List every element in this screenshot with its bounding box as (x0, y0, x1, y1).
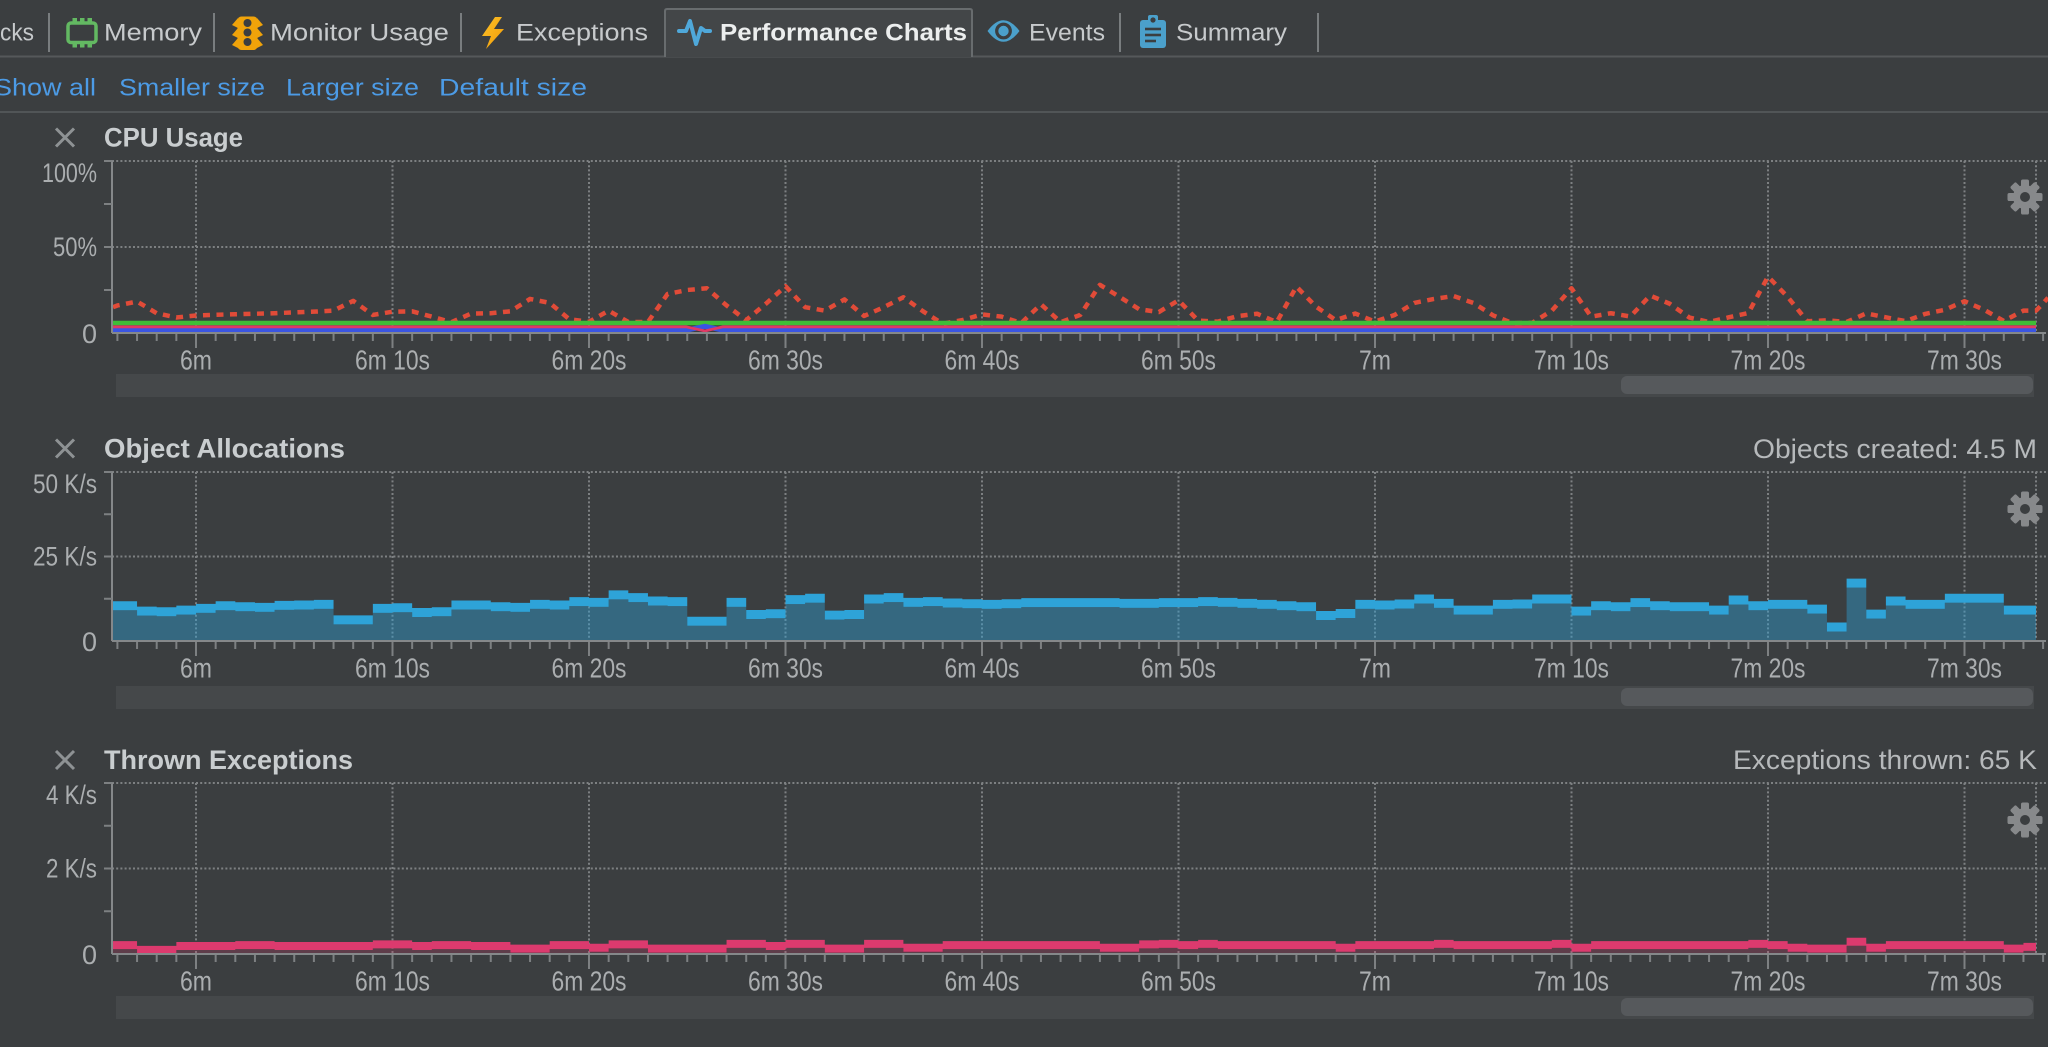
svg-text:7m 20s: 7m 20s (1731, 966, 1806, 997)
svg-text:6m 10s: 6m 10s (355, 966, 430, 997)
svg-text:6m 30s: 6m 30s (748, 966, 823, 997)
svg-text:6m 50s: 6m 50s (1141, 966, 1216, 997)
svg-text:6m: 6m (180, 345, 212, 376)
svg-text:6m 30s: 6m 30s (748, 345, 823, 376)
svg-text:7m 30s: 7m 30s (1927, 653, 2002, 684)
svg-text:CPU Usage: CPU Usage (104, 123, 243, 153)
svg-text:7m 20s: 7m 20s (1731, 345, 1806, 376)
svg-text:2 K/s: 2 K/s (46, 854, 97, 884)
svg-text:0: 0 (82, 627, 97, 657)
svg-text:Memory: Memory (104, 20, 202, 47)
svg-text:6m 10s: 6m 10s (355, 345, 430, 376)
svg-text:6m 40s: 6m 40s (945, 345, 1020, 376)
svg-text:0: 0 (82, 940, 97, 970)
svg-text:Smaller size: Smaller size (119, 75, 265, 102)
svg-text:Performance Charts: Performance Charts (720, 20, 967, 47)
svg-text:Events: Events (1029, 20, 1105, 47)
svg-text:7m 30s: 7m 30s (1927, 345, 2002, 376)
svg-text:6m 50s: 6m 50s (1141, 653, 1216, 684)
svg-text:6m 20s: 6m 20s (552, 653, 627, 684)
svg-text:Exceptions thrown: 65 K: Exceptions thrown: 65 K (1733, 745, 2037, 775)
svg-text:50 K/s: 50 K/s (33, 469, 97, 499)
svg-text:6m 50s: 6m 50s (1141, 345, 1216, 376)
svg-text:7m 20s: 7m 20s (1731, 653, 1806, 684)
svg-text:7m 10s: 7m 10s (1534, 345, 1609, 376)
svg-text:7m 30s: 7m 30s (1927, 966, 2002, 997)
svg-text:50%: 50% (53, 232, 97, 262)
svg-text:25 K/s: 25 K/s (33, 542, 97, 572)
svg-text:Objects created: 4.5 M: Objects created: 4.5 M (1753, 434, 2037, 464)
svg-text:0: 0 (82, 319, 97, 349)
svg-text:Object Allocations: Object Allocations (104, 434, 345, 464)
svg-text:6m: 6m (180, 966, 212, 997)
svg-text:Show all: Show all (0, 75, 96, 102)
svg-text:Thrown Exceptions: Thrown Exceptions (104, 745, 353, 775)
svg-text:7m 10s: 7m 10s (1534, 653, 1609, 684)
svg-text:Summary: Summary (1176, 20, 1287, 47)
svg-text:6m 40s: 6m 40s (945, 966, 1020, 997)
svg-text:6m 20s: 6m 20s (552, 345, 627, 376)
svg-text:6m 30s: 6m 30s (748, 653, 823, 684)
svg-text:cks: cks (0, 20, 34, 47)
svg-text:6m 10s: 6m 10s (355, 653, 430, 684)
svg-text:Exceptions: Exceptions (516, 20, 648, 47)
svg-text:Default size: Default size (439, 75, 587, 102)
svg-text:100%: 100% (42, 158, 97, 188)
svg-text:7m: 7m (1359, 653, 1391, 684)
svg-text:Larger size: Larger size (286, 75, 419, 102)
svg-text:6m: 6m (180, 653, 212, 684)
svg-text:6m 20s: 6m 20s (552, 966, 627, 997)
svg-text:7m: 7m (1359, 966, 1391, 997)
svg-text:6m 40s: 6m 40s (945, 653, 1020, 684)
svg-text:7m 10s: 7m 10s (1534, 966, 1609, 997)
svg-text:Monitor Usage: Monitor Usage (270, 20, 449, 47)
svg-text:4 K/s: 4 K/s (46, 780, 97, 810)
svg-text:7m: 7m (1359, 345, 1391, 376)
